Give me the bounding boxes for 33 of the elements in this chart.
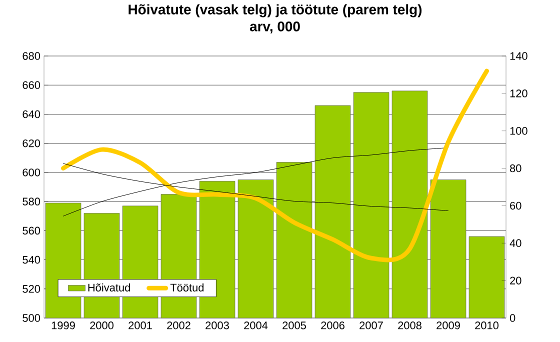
chart-title: Hõivatute (vasak telg) ja töötute (parem telg) arv, 000 bbox=[128, 4, 422, 34]
x-tick-label: 2007 bbox=[360, 322, 383, 330]
y-tick-label: 640 bbox=[22, 110, 40, 118]
y2-tick-label: 40 bbox=[510, 239, 522, 248]
y2-tick-label: 60 bbox=[510, 202, 522, 210]
x-tick-label: 2005 bbox=[282, 322, 306, 330]
x-tick-label: 2000 bbox=[90, 322, 114, 330]
y-tick-label: 520 bbox=[22, 285, 40, 293]
x-tick-label: 2008 bbox=[398, 322, 422, 330]
legend-label: Hõivatud bbox=[88, 283, 130, 292]
y2-tick-label: 100 bbox=[510, 126, 528, 135]
y2-tick-label: 20 bbox=[510, 276, 522, 284]
x-tick-label: 2003 bbox=[206, 322, 229, 330]
x-tick-label: 1999 bbox=[52, 322, 75, 330]
y-tick-label: 620 bbox=[22, 139, 40, 148]
y-tick-label: 500 bbox=[22, 314, 40, 322]
y2-tick-label: 120 bbox=[510, 90, 528, 98]
x-tick-label: 2001 bbox=[128, 322, 152, 330]
x-tick-label: 2004 bbox=[244, 322, 268, 330]
y-tick-label: 540 bbox=[22, 256, 40, 264]
legend-label: Töötud bbox=[170, 283, 204, 292]
y-tick-label: 560 bbox=[22, 226, 40, 235]
y-tick-label: 660 bbox=[22, 81, 40, 89]
y-tick-label: 580 bbox=[22, 198, 40, 206]
x-tick-label: 2006 bbox=[321, 322, 344, 330]
y2-tick-label: 140 bbox=[510, 52, 528, 60]
x-tick-label: 2009 bbox=[436, 322, 460, 330]
x-tick-label: 2010 bbox=[475, 322, 499, 330]
y2-tick-label: 0 bbox=[510, 314, 516, 322]
y-tick-label: 680 bbox=[22, 52, 40, 60]
y2-tick-label: 80 bbox=[510, 164, 522, 172]
y-tick-label: 600 bbox=[22, 168, 40, 176]
x-tick-label: 2002 bbox=[167, 322, 190, 330]
